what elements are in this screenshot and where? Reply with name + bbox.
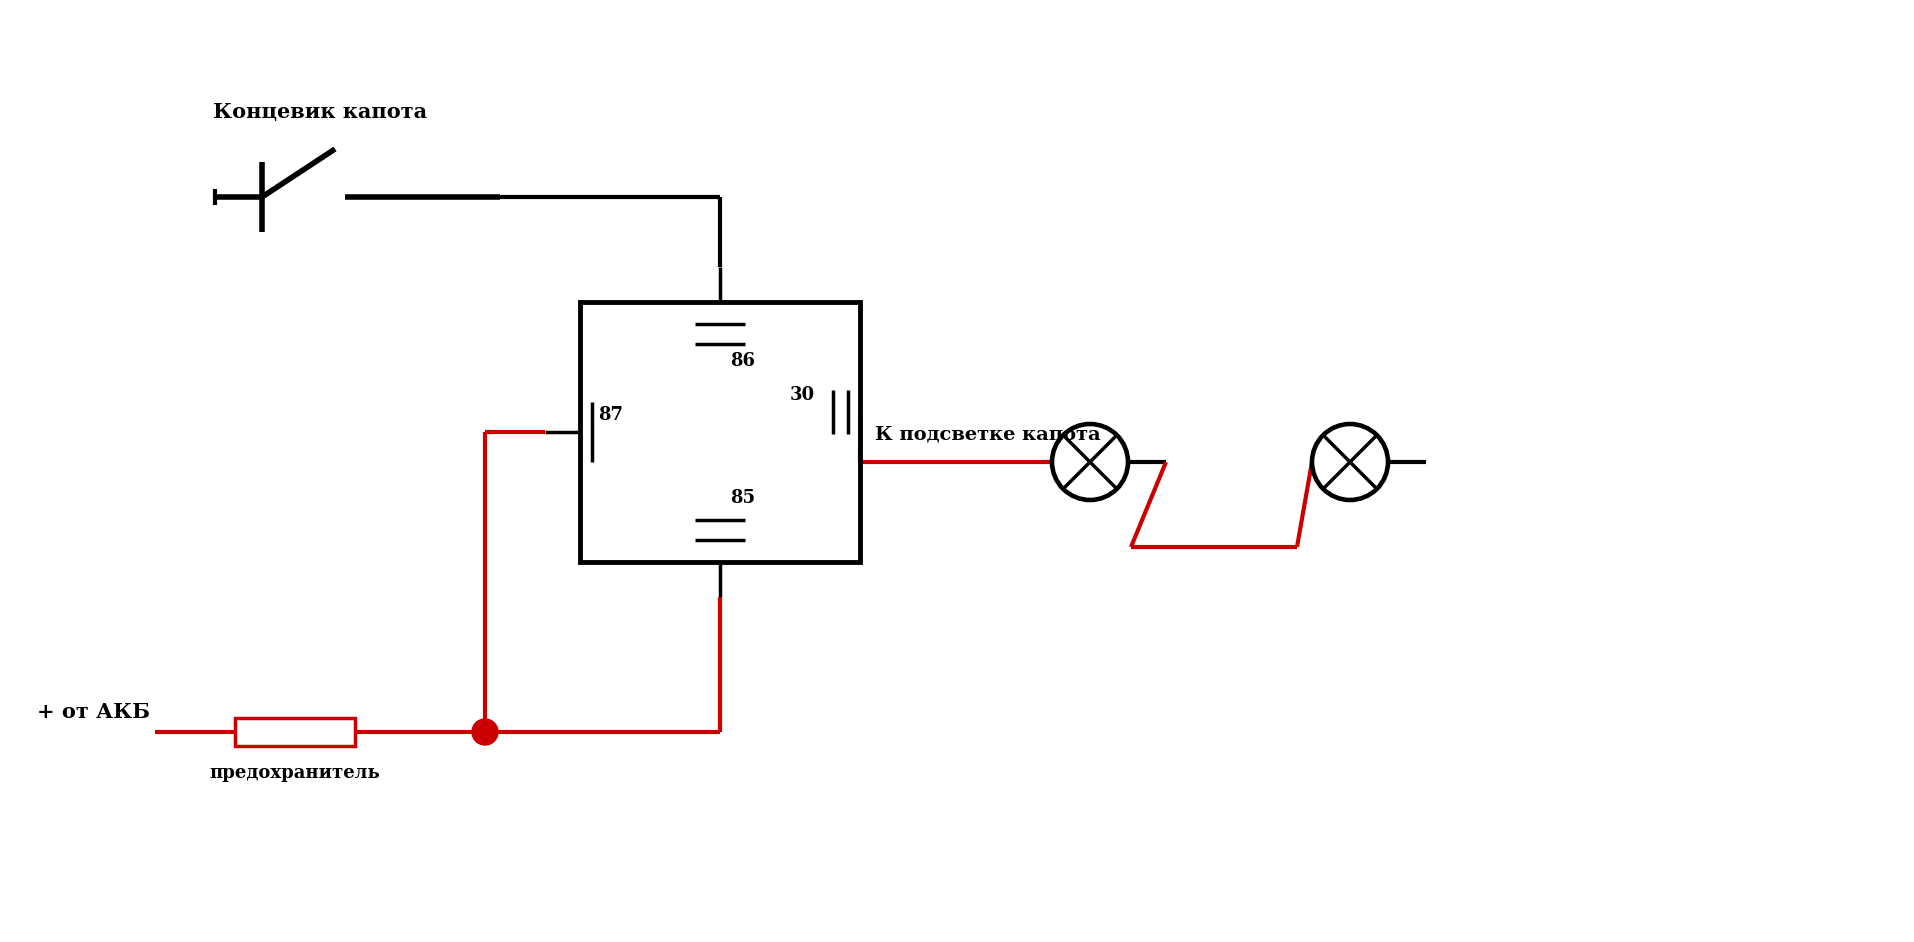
Text: + от АКБ: + от АКБ bbox=[36, 702, 149, 722]
Text: 87: 87 bbox=[597, 406, 622, 424]
Text: Концевик капота: Концевик капота bbox=[212, 102, 427, 122]
Bar bbox=[235, 718, 354, 746]
Text: предохранитель: предохранитель bbox=[211, 764, 381, 782]
Text: 86: 86 bbox=[729, 352, 754, 370]
Text: К подсветке капота: К подсветке капота bbox=[875, 426, 1101, 444]
Text: 30: 30 bbox=[790, 386, 815, 404]
Text: 85: 85 bbox=[729, 489, 756, 507]
Bar bbox=[580, 302, 859, 562]
Circle shape bbox=[473, 719, 498, 745]
